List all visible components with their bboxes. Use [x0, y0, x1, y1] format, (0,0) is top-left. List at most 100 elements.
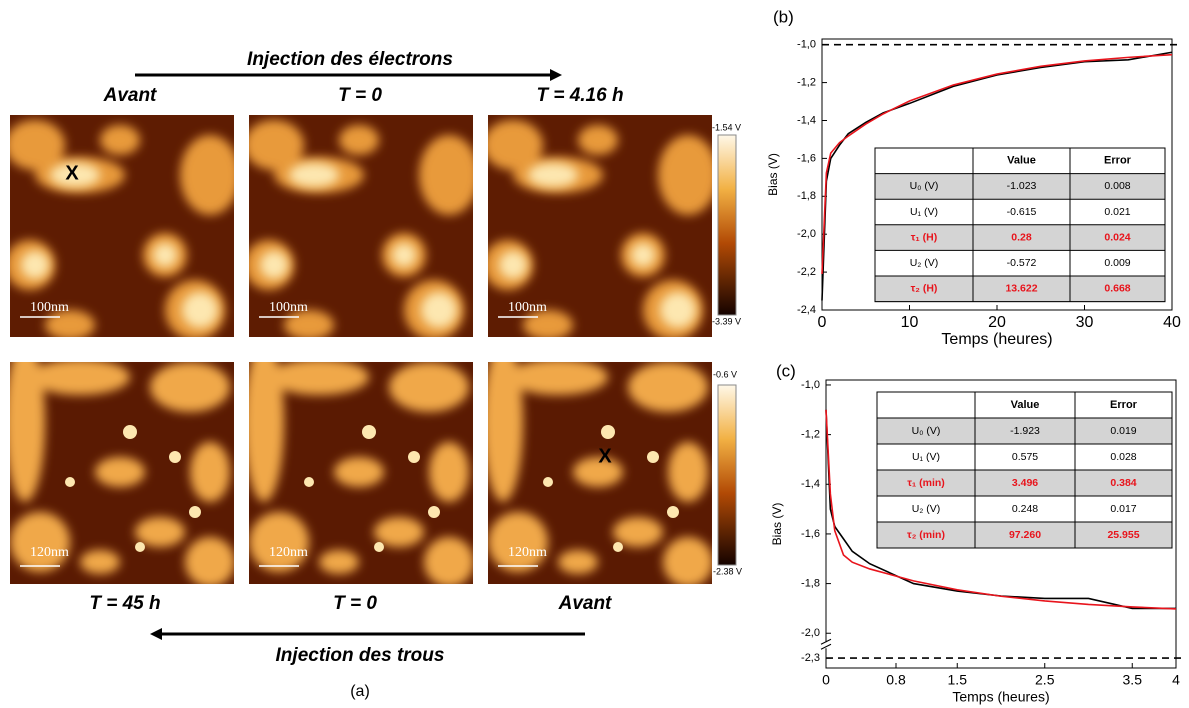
y-tick-label: -1,2 — [797, 76, 816, 88]
y-tick-label: -2,4 — [797, 304, 816, 316]
y-tick-label: -2,0 — [801, 627, 820, 639]
table-frame — [876, 391, 1173, 549]
table-cell: 0.028 — [1110, 451, 1136, 463]
table-cell: 0.575 — [1012, 451, 1038, 463]
x-tick-label: 0 — [818, 314, 827, 331]
image-label: Avant — [103, 85, 157, 106]
stm-images — [5, 69, 737, 640]
table-row-bg — [877, 470, 1172, 496]
y-tick-label: -1,0 — [797, 39, 816, 51]
y-axis-label: Bias (V) — [766, 153, 780, 196]
table-header: Value — [1011, 399, 1040, 411]
tip-marker: X — [598, 445, 612, 467]
axis-break — [822, 642, 830, 649]
table-header: Error — [1104, 155, 1132, 167]
y-tick-label: -1,6 — [801, 528, 820, 540]
image-label: T = 0 — [338, 85, 382, 106]
table-header: Value — [1007, 155, 1036, 167]
scale-bar-label: 120nm — [30, 545, 69, 560]
table-cell: τ₂ (min) — [907, 529, 945, 541]
colorbar-max: -0.6 V — [713, 369, 737, 379]
y-tick-label: -2,2 — [797, 266, 816, 278]
x-axis-label: Temps (heures) — [941, 331, 1052, 348]
table-row-bg — [875, 224, 1165, 251]
y-tick-label: -1,2 — [801, 429, 820, 441]
table-cell: τ₂ (H) — [911, 283, 938, 295]
table-cell: U₁ (V) — [910, 206, 938, 218]
table-cell: U₂ (V) — [912, 503, 941, 515]
y-tick-label: -1,8 — [801, 577, 820, 589]
table-cell: -1.023 — [1007, 180, 1037, 192]
table-cell: 3.496 — [1012, 477, 1038, 489]
x-tick-label: 2.5 — [1035, 672, 1055, 688]
table-cell: U₂ (V) — [910, 257, 939, 269]
table-cell: 0.021 — [1104, 206, 1130, 218]
x-tick-label: 40 — [1163, 314, 1181, 331]
table-cell: U₀ (V) — [912, 425, 941, 437]
table-row-bg — [877, 522, 1172, 548]
x-tick-label: 30 — [1076, 314, 1094, 331]
y-tick-label: -1,6 — [797, 152, 816, 164]
x-tick-label: 20 — [988, 314, 1006, 331]
scale-bar-label: 120nm — [269, 545, 308, 560]
table-row-bg — [875, 276, 1165, 302]
scale-bar-label: 100nm — [269, 300, 308, 315]
arrow-label: Injection des trous — [276, 645, 445, 666]
x-tick-label: 10 — [901, 314, 919, 331]
table-cell: 0.248 — [1012, 503, 1038, 515]
table-cell: 0.008 — [1104, 180, 1130, 192]
scale-bar-label: 120nm — [508, 545, 547, 560]
table-cell: 97.260 — [1009, 529, 1041, 541]
y-tick-label: -2,3 — [801, 652, 820, 664]
colorbar-max: -1.54 V — [712, 122, 741, 132]
table-cell: U₁ (V) — [912, 451, 940, 463]
scale-bar-label: 100nm — [30, 300, 69, 315]
image-label: T = 45 h — [89, 593, 160, 614]
table-cell: 25.955 — [1107, 529, 1139, 541]
table-cell: 0.668 — [1104, 283, 1130, 295]
table-row-bg — [877, 418, 1172, 444]
table-frame — [874, 147, 1166, 303]
x-tick-label: 1.5 — [948, 672, 968, 688]
table-cell: 0.384 — [1110, 477, 1136, 489]
x-tick-label: 0.8 — [886, 672, 906, 688]
table-cell: τ₁ (min) — [907, 477, 945, 489]
table-cell: 0.019 — [1110, 425, 1136, 437]
table-header: Error — [1110, 399, 1138, 411]
table-row-bg — [875, 173, 1165, 200]
table-cell: U₀ (V) — [910, 180, 939, 192]
x-axis-label: Temps (heures) — [952, 689, 1049, 705]
panel-label: (b) — [773, 7, 794, 26]
table-cell: -0.615 — [1007, 206, 1037, 218]
table-cell: -1.923 — [1010, 425, 1040, 437]
caption: (a) — [350, 683, 370, 700]
y-tick-label: -1,4 — [801, 478, 820, 490]
y-tick-label: -2,0 — [797, 228, 816, 240]
table-cell: τ₁ (H) — [911, 231, 938, 243]
table-cell: 0.017 — [1110, 503, 1136, 515]
y-tick-label: -1,4 — [797, 114, 816, 126]
table-cell: 0.009 — [1104, 257, 1130, 269]
y-tick-label: -1,8 — [797, 190, 816, 202]
image-label: T = 4.16 h — [536, 85, 623, 106]
table-cell: 0.28 — [1011, 231, 1032, 243]
axis-break — [820, 638, 832, 650]
tip-marker: X — [65, 162, 79, 184]
panel-label: (c) — [776, 361, 796, 380]
y-tick-label: -1,0 — [801, 379, 820, 391]
series-line — [825, 409, 1177, 610]
image-label: Avant — [558, 593, 612, 614]
scale-bar-label: 100nm — [508, 300, 547, 315]
table-cell: -0.572 — [1007, 257, 1037, 269]
plot-frame — [825, 379, 1177, 669]
image-label: T = 0 — [333, 593, 377, 614]
arrow-label: Injection des électrons — [247, 49, 453, 70]
x-tick-label: 0 — [822, 672, 830, 688]
table-cell: 13.622 — [1005, 283, 1037, 295]
colorbar-min: -2.38 V — [713, 566, 742, 576]
series-line — [821, 53, 1173, 275]
x-tick-label: 4 — [1172, 672, 1180, 688]
colorbar-min: -3.39 V — [712, 316, 741, 326]
table-cell: 0.024 — [1104, 231, 1130, 243]
